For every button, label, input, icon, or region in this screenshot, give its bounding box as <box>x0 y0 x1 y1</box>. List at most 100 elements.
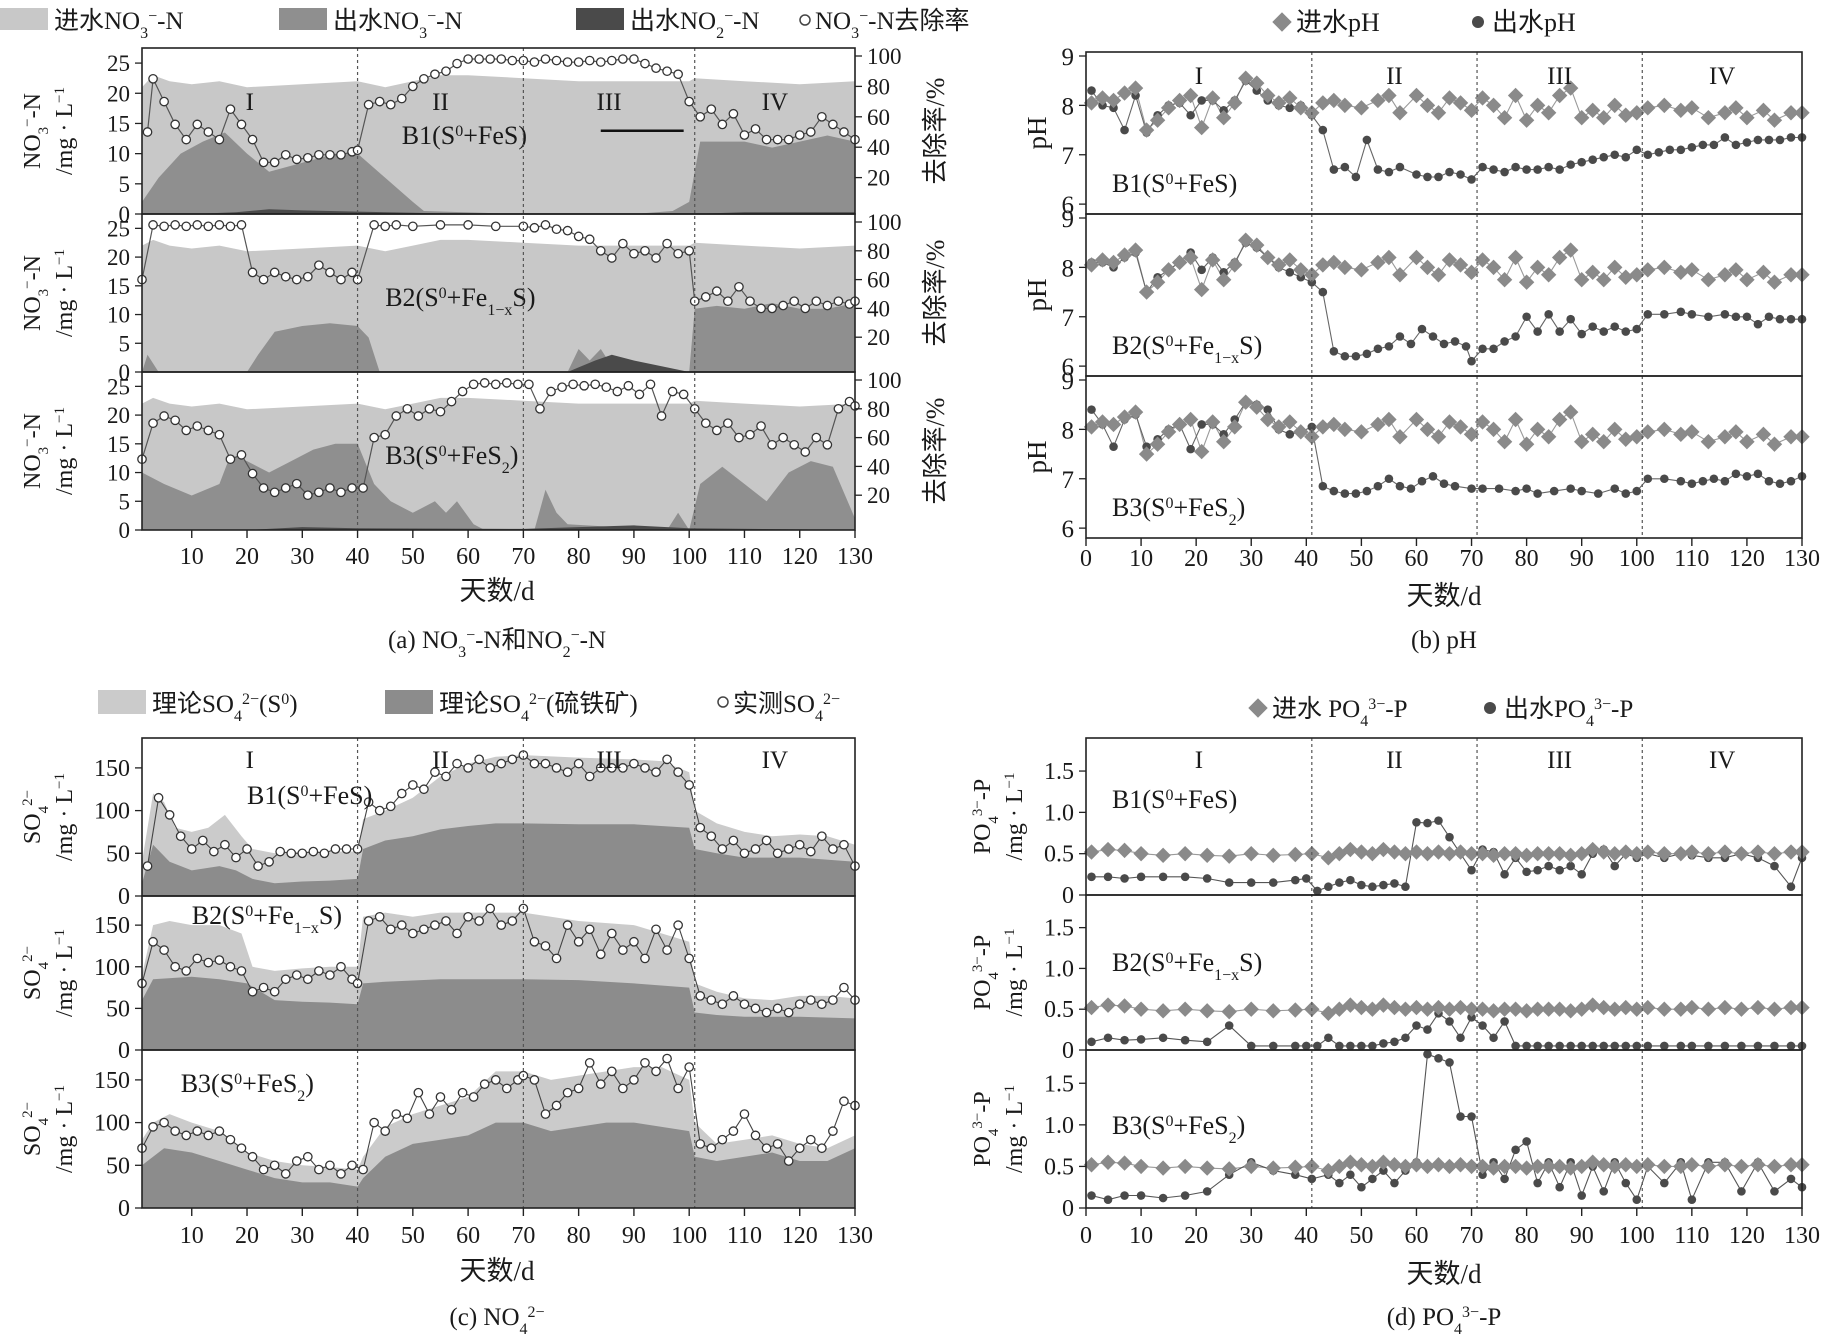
panel-label: B2(S0+Fe1−xS) <box>1112 331 1262 367</box>
removal-point <box>833 403 844 414</box>
y-tick-label: 10 <box>107 461 130 486</box>
panel-label: B3(S0+FeS2) <box>1112 493 1245 529</box>
ph-out-point <box>1720 133 1730 142</box>
p-in-point <box>1320 1162 1337 1179</box>
ph-in-point <box>1182 249 1199 266</box>
measured-point <box>291 970 302 980</box>
ph-in-point <box>1238 232 1254 248</box>
ph-out-point <box>1500 167 1509 177</box>
chart-caption: (c) NO42− <box>449 1304 544 1338</box>
removal-point <box>767 439 777 450</box>
p-out-point <box>1704 1041 1713 1051</box>
ph-in-point <box>1282 252 1298 268</box>
removal-point <box>584 55 595 66</box>
p-in-point <box>1430 1157 1447 1173</box>
measured-point <box>717 844 728 854</box>
ph-in-point <box>1204 414 1221 430</box>
y-tick-label: 0 <box>119 360 131 385</box>
removal-point <box>247 134 258 145</box>
ph-in-point <box>1739 434 1755 450</box>
removal-point <box>391 411 402 421</box>
measured-point <box>463 763 473 773</box>
removal-point <box>723 418 733 429</box>
ph-out-point <box>1340 351 1350 361</box>
p-in-point <box>1100 997 1116 1013</box>
p-in-point <box>1518 1003 1535 1019</box>
ph-out-point <box>1775 135 1785 145</box>
measured-point <box>640 953 650 964</box>
measured-point <box>772 1139 783 1149</box>
ph-in-point <box>1430 267 1447 283</box>
removal-point <box>474 54 485 64</box>
removal-point <box>302 490 313 501</box>
ph-out-point <box>1599 152 1609 162</box>
y-axis-label-unit: /mg · L−1 <box>52 249 78 337</box>
p-out-point <box>1676 1041 1686 1051</box>
effluent-area <box>142 132 855 214</box>
x-tick-label: 130 <box>837 1223 873 1249</box>
ph-in-point <box>1700 110 1717 126</box>
p-in-point <box>1573 1001 1590 1017</box>
removal-point <box>673 248 683 259</box>
measured-point <box>291 1156 302 1166</box>
p-in-point <box>1083 999 1100 1016</box>
ph-out-point <box>1340 162 1350 172</box>
p-in-point <box>1573 845 1590 862</box>
p-out-point <box>1423 1049 1432 1059</box>
ph-in-point <box>1673 426 1689 443</box>
y-tick-label-right: 20 <box>867 166 890 191</box>
measured-point <box>314 966 324 976</box>
measured-point <box>684 780 695 790</box>
chart-d-phosphate: 进水 PO43−-P 出水PO43−-P B1(S0+FeS) 0 0.5 1.0 1.5 P… <box>970 695 1820 1338</box>
ph-in-point <box>1116 247 1133 263</box>
removal-point <box>159 221 169 232</box>
ph-out-point <box>1731 469 1741 479</box>
ph-out-point <box>1599 327 1609 336</box>
measured-point <box>170 1126 181 1136</box>
p-in-point <box>1700 1158 1717 1175</box>
y-tick-label: 100 <box>94 799 130 825</box>
measured-point <box>402 1113 413 1124</box>
p-in-point <box>1100 841 1116 858</box>
p-out-point <box>1533 1041 1542 1051</box>
removal-point <box>496 54 507 64</box>
ph-out-point <box>1417 324 1427 334</box>
measured-point <box>457 1087 468 1098</box>
p-in-point <box>1386 999 1403 1016</box>
y-tick-label: 0 <box>1062 1038 1074 1064</box>
legend-marker <box>1248 698 1268 718</box>
removal-point <box>739 130 750 140</box>
x-tick-label: 90 <box>1570 1223 1594 1249</box>
ph-out-point <box>1428 332 1438 341</box>
ph-in-point <box>1249 237 1265 253</box>
p-out-point <box>1390 1037 1399 1047</box>
ph-out-point <box>1120 125 1129 135</box>
removal-point <box>629 54 639 64</box>
p-out-point <box>1434 1054 1443 1063</box>
p-in-point <box>1353 999 1370 1016</box>
p-in-point <box>1199 847 1215 864</box>
p-out-point <box>1687 1041 1697 1051</box>
ph-out-point <box>1544 309 1553 319</box>
x-tick-label: 120 <box>1729 1223 1765 1249</box>
p-in-point <box>1265 847 1281 864</box>
measured-point <box>695 991 706 1001</box>
ph-out-point <box>1753 135 1763 145</box>
measured-point <box>181 1130 192 1141</box>
p-out-point <box>1368 882 1377 892</box>
measured-point <box>739 1109 750 1119</box>
ph-in-point <box>1160 424 1177 440</box>
ph-in-point <box>1353 424 1370 440</box>
measured-point <box>839 982 849 993</box>
ph-out-point <box>1406 339 1416 349</box>
p-out-point <box>1202 874 1212 883</box>
p-out-point <box>1660 1041 1669 1051</box>
legend-marker <box>1472 16 1484 28</box>
measured-point <box>673 920 683 930</box>
p-out-point <box>1346 875 1355 885</box>
measured-point <box>175 831 186 842</box>
removal-point <box>430 69 440 80</box>
panel-frame <box>1085 375 1803 539</box>
p-out-point <box>1445 1017 1454 1026</box>
x-tick-label: 90 <box>1570 546 1594 572</box>
